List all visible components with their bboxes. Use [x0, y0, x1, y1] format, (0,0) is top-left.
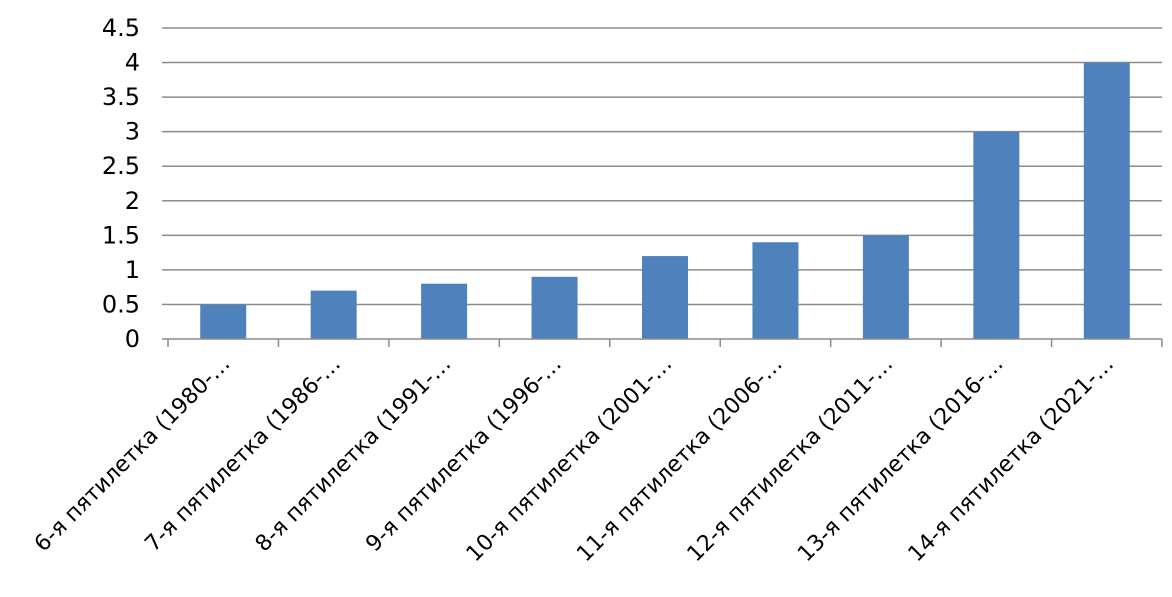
x-axis-tick-label: 12-я пятилетка (2011-…	[683, 352, 898, 567]
bar	[531, 276, 578, 339]
x-axis-tick-label: 9-я пятилетка (1996-…	[361, 352, 566, 557]
bar	[310, 290, 357, 339]
gridlines	[168, 27, 1162, 306]
y-axis-tick-label: 2	[125, 187, 140, 215]
bar	[642, 256, 688, 339]
bar	[752, 242, 799, 339]
y-axis-tick-label: 3.5	[102, 83, 140, 111]
y-axis-tick-label: 3	[125, 118, 140, 146]
x-axis-tick-label: 14-я пятилетка (2021-…	[904, 352, 1119, 567]
y-axis-tick-labels: 0 0.5 1 1.5 2 2.5 3 3.5 4 4.5	[102, 14, 140, 353]
x-axis-tick-label: 6-я пятилетка (1980-…	[30, 352, 235, 557]
x-axis-tick-label: 11-я пятилетка (2006-…	[572, 352, 787, 567]
y-axis-tick-label: 0	[125, 325, 140, 353]
x-axis-tick-label: 13-я пятилетка (2016-…	[793, 352, 1008, 567]
bars	[200, 62, 1130, 340]
bar	[1083, 62, 1130, 340]
bar	[421, 283, 468, 339]
y-axis-tick-label: 0.5	[102, 290, 140, 318]
y-axis-tick-label: 4	[125, 49, 140, 77]
bar	[973, 131, 1020, 339]
bar	[862, 235, 909, 339]
y-axis-tick-label: 2.5	[102, 152, 140, 180]
y-axis-tick-label: 1	[125, 256, 140, 284]
x-axis-tick-label: 10-я пятилетка (2001-…	[462, 352, 677, 567]
x-axis-tick-labels: 6-я пятилетка (1980-…7-я пятилетка (1986…	[30, 352, 1119, 567]
x-axis	[162, 27, 1163, 347]
x-axis-tick-label: 8-я пятилетка (1991-…	[251, 352, 456, 557]
y-axis-tick-label: 1.5	[102, 221, 140, 249]
y-axis-tick-label: 4.5	[102, 14, 140, 42]
x-axis-tick-label: 7-я пятилетка (1986-…	[140, 352, 345, 557]
bar	[200, 304, 247, 339]
